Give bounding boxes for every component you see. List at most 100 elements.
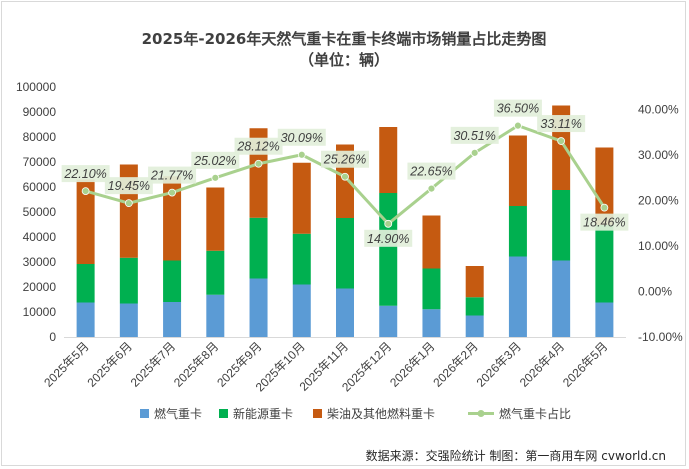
left-tick-label: 80000 [23, 130, 57, 144]
new-energy-bar [552, 190, 571, 261]
share-label-bg [234, 137, 283, 155]
share-label-bg [61, 165, 110, 183]
new-energy-bar [292, 233, 311, 285]
diesel-bar [76, 179, 95, 264]
x-tick-label: 2026年1月 [387, 339, 437, 389]
new-energy-bar [336, 218, 354, 289]
share-point [211, 173, 220, 182]
new-energy-bar [422, 268, 441, 310]
gas-bar [119, 303, 138, 337]
share-label: 19.45% [108, 179, 150, 193]
gas-bar [552, 260, 571, 337]
diesel-bar [465, 266, 484, 298]
diesel-bar [508, 135, 527, 206]
share-label-bg [191, 151, 240, 169]
gas-bar [595, 302, 614, 337]
legend-share-label: 燃气重卡占比 [499, 406, 571, 421]
right-tick-label: -10.00% [638, 330, 683, 344]
share-label-bg [104, 177, 153, 195]
share-line: 22.10%19.45%21.77%25.02%28.12%30.09%25.2… [61, 99, 629, 247]
gas-bar [508, 256, 527, 337]
gas-bar [249, 278, 268, 337]
share-label: 21.77% [150, 169, 193, 183]
share-label: 30.51% [453, 129, 495, 143]
right-tick-label: 0.00% [638, 285, 672, 299]
gas-bar [336, 288, 354, 337]
legend-diesel-swatch [313, 409, 322, 418]
share-label-bg [493, 99, 542, 117]
share-label: 33.11% [540, 117, 581, 131]
diesel-bar [422, 215, 441, 269]
share-label: 22.10% [63, 167, 106, 181]
left-tick-label: 100000 [16, 80, 56, 94]
new-energy-bar [595, 225, 614, 303]
share-label: 14.90% [367, 232, 409, 246]
share-label: 18.46% [583, 216, 625, 230]
x-tick-label: 2025年6月 [84, 339, 134, 389]
share-label: 28.12% [236, 140, 279, 154]
x-tick-label: 2026年5月 [560, 339, 610, 389]
share-point [341, 172, 349, 181]
share-point [600, 203, 609, 212]
gas-bar [465, 315, 484, 337]
diesel-bar [292, 162, 311, 234]
right-tick-label: 10.00% [638, 239, 679, 253]
legend-gas-swatch [140, 409, 149, 418]
left-tick-label: 90000 [23, 105, 57, 119]
legend-share-swatch-dot [477, 410, 485, 417]
left-tick-label: 10000 [23, 305, 57, 319]
gas-bar [206, 294, 225, 337]
share-point [168, 188, 176, 197]
new-energy-bar [206, 250, 225, 295]
share-point [514, 121, 522, 130]
legend-gas-label: 燃气重卡 [154, 406, 202, 421]
legend: 燃气重卡 新能源重卡 柴油及其他燃料重卡 燃气重卡占比 [140, 406, 571, 421]
share-label-bg [580, 213, 629, 231]
left-tick-label: 60000 [23, 180, 57, 194]
new-energy-bar [163, 260, 182, 302]
share-label-bg [450, 126, 499, 144]
right-y-axis: -10.00% 0.00% 10.00% 20.00% 30.00% 40.00% [638, 103, 683, 344]
share-label-bg [277, 128, 326, 146]
right-tick-label: 40.00% [638, 103, 679, 117]
gas-bar [422, 309, 441, 337]
x-tick-label: 2025年5月 [41, 339, 91, 389]
left-tick-label: 50000 [23, 205, 57, 219]
diesel-bar [163, 176, 182, 261]
left-tick-label: 70000 [23, 155, 57, 169]
source-note: 数据来源：交强险统计 制图：第一商用车网 cvworld.cn [366, 448, 666, 463]
left-y-axis: 0 10000 20000 30000 40000 50000 60000 70000 8000… [16, 80, 56, 344]
share-label-bg [407, 162, 456, 180]
share-label: 30.09% [281, 131, 323, 145]
share-point [557, 137, 566, 145]
share-point [81, 187, 90, 195]
gas-bar [163, 302, 182, 337]
x-axis-labels: 2025年5月2025年6月2025年7月2025年8月2025年9月2025年… [41, 339, 610, 394]
share-label-bg [364, 229, 413, 247]
share-point [297, 150, 306, 159]
x-tick-label: 2025年8月 [171, 339, 221, 389]
new-energy-bar [465, 297, 484, 316]
legend-diesel-label: 柴油及其他燃料重卡 [327, 406, 435, 421]
gas-bar [379, 305, 398, 337]
left-tick-label: 30000 [23, 255, 57, 269]
diesel-bar [379, 127, 398, 193]
x-tick-label: 2026年4月 [517, 339, 567, 389]
left-tick-label: 20000 [23, 280, 57, 294]
legend-new-energy-swatch [219, 409, 228, 418]
share-label: 22.65% [409, 165, 452, 179]
chart-subtitle: （单位：辆） [299, 51, 389, 69]
share-label: 25.02% [193, 154, 236, 168]
gas-bar [292, 284, 311, 337]
share-point [124, 199, 133, 208]
new-energy-bar [508, 206, 527, 257]
gas-bar [76, 302, 95, 337]
new-energy-bar [249, 217, 268, 279]
new-energy-bar [379, 193, 398, 306]
stacked-bars [76, 105, 614, 337]
diesel-bar [595, 147, 614, 225]
legend-new-energy-label: 新能源重卡 [233, 406, 293, 421]
share-label: 36.50% [497, 102, 539, 116]
new-energy-bar [76, 264, 95, 303]
